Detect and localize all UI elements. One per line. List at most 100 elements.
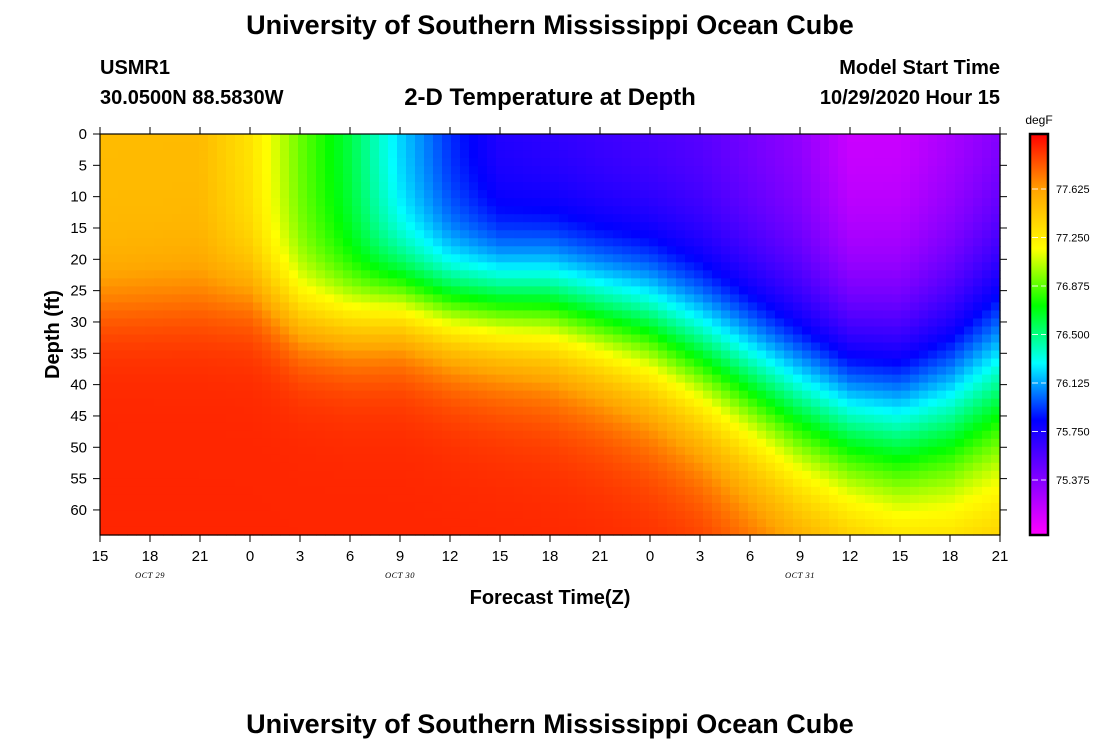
heatmap-cell [514,334,524,344]
heatmap-cell [748,518,758,528]
heatmap-cell [595,510,605,520]
heatmap-cell [874,254,884,263]
heatmap-cell [955,294,965,304]
heatmap-cell [568,254,578,263]
heatmap-cell [865,526,875,536]
heatmap-cell [658,398,668,408]
heatmap-cell [811,166,821,175]
heatmap-cell [856,374,866,384]
heatmap-cell [802,454,812,464]
heatmap-cell [136,438,146,448]
heatmap-cell [793,246,803,255]
heatmap-cell [721,246,731,255]
heatmap-cell [298,302,308,312]
heatmap-cell [541,302,551,312]
heatmap-cell [271,334,281,344]
heatmap-cell [217,206,227,215]
heatmap-cell [361,270,371,279]
heatmap-cell [109,462,119,472]
heatmap-cell [649,222,659,231]
heatmap-cell [496,438,506,448]
heatmap-cell [613,406,623,416]
heatmap-cell [676,318,686,328]
heatmap-cell [361,398,371,408]
heatmap-cell [163,430,173,440]
heatmap-cell [145,350,155,360]
heatmap-cell [775,414,785,424]
heatmap-cell [964,174,974,183]
heatmap-cell [460,526,470,536]
heatmap-cell [154,494,164,504]
heatmap-cell [847,502,857,512]
heatmap-cell [199,142,209,151]
heatmap-cell [136,318,146,328]
heatmap-cell [784,438,794,448]
heatmap-cell [757,422,767,432]
heatmap-cell [199,134,209,143]
heatmap-cell [811,286,821,295]
heatmap-cell [505,526,515,536]
heatmap-cell [820,206,830,215]
heatmap-cell [856,198,866,207]
heatmap-cell [532,246,542,255]
heatmap-cell [919,254,929,263]
heatmap-cell [802,182,812,191]
heatmap-cell [973,366,983,376]
heatmap-cell [973,518,983,528]
heatmap-cell [397,174,407,183]
heatmap-cell [991,302,1001,312]
heatmap-cell [469,462,479,472]
heatmap-cell [982,326,992,336]
heatmap-cell [928,142,938,151]
heatmap-cell [208,430,218,440]
heatmap-cell [622,526,632,536]
heatmap-cell [991,454,1001,464]
heatmap-cell [280,310,290,320]
heatmap-cell [946,366,956,376]
heatmap-cell [190,350,200,360]
heatmap-cell [505,358,515,368]
heatmap-cell [262,182,272,191]
heatmap-cell [928,238,938,247]
heatmap-cell [559,238,569,247]
heatmap-cell [559,438,569,448]
heatmap-cell [730,270,740,279]
heatmap-cell [757,318,767,328]
heatmap-cell [406,526,416,536]
heatmap-cell [172,142,182,151]
heatmap-cell [667,438,677,448]
heatmap-cell [586,470,596,480]
heatmap-cell [640,190,650,199]
heatmap-cell [235,190,245,199]
heatmap-cell [964,198,974,207]
heatmap-cell [217,494,227,504]
heatmap-cell [505,494,515,504]
heatmap-cell [847,398,857,408]
heatmap-cell [892,358,902,368]
heatmap-cell [190,174,200,183]
heatmap-cell [127,334,137,344]
heatmap-cell [568,510,578,520]
heatmap-cell [181,414,191,424]
heatmap-cell [154,446,164,456]
heatmap-cell [478,446,488,456]
heatmap-cell [271,358,281,368]
heatmap-cell [550,182,560,191]
heatmap-cell [595,222,605,231]
heatmap-cell [865,286,875,295]
heatmap-cell [514,262,524,271]
heatmap-cell [253,462,263,472]
heatmap-cell [424,334,434,344]
heatmap-cell [973,198,983,207]
heatmap-cell [154,142,164,151]
heatmap-cell [613,342,623,352]
heatmap-cell [352,214,362,223]
heatmap-cell [379,454,389,464]
heatmap-cell [730,342,740,352]
heatmap-cell [199,422,209,432]
heatmap-cell [559,414,569,424]
heatmap-cell [334,246,344,255]
heatmap-cell [604,174,614,183]
heatmap-cell [271,134,281,143]
heatmap-cell [388,174,398,183]
